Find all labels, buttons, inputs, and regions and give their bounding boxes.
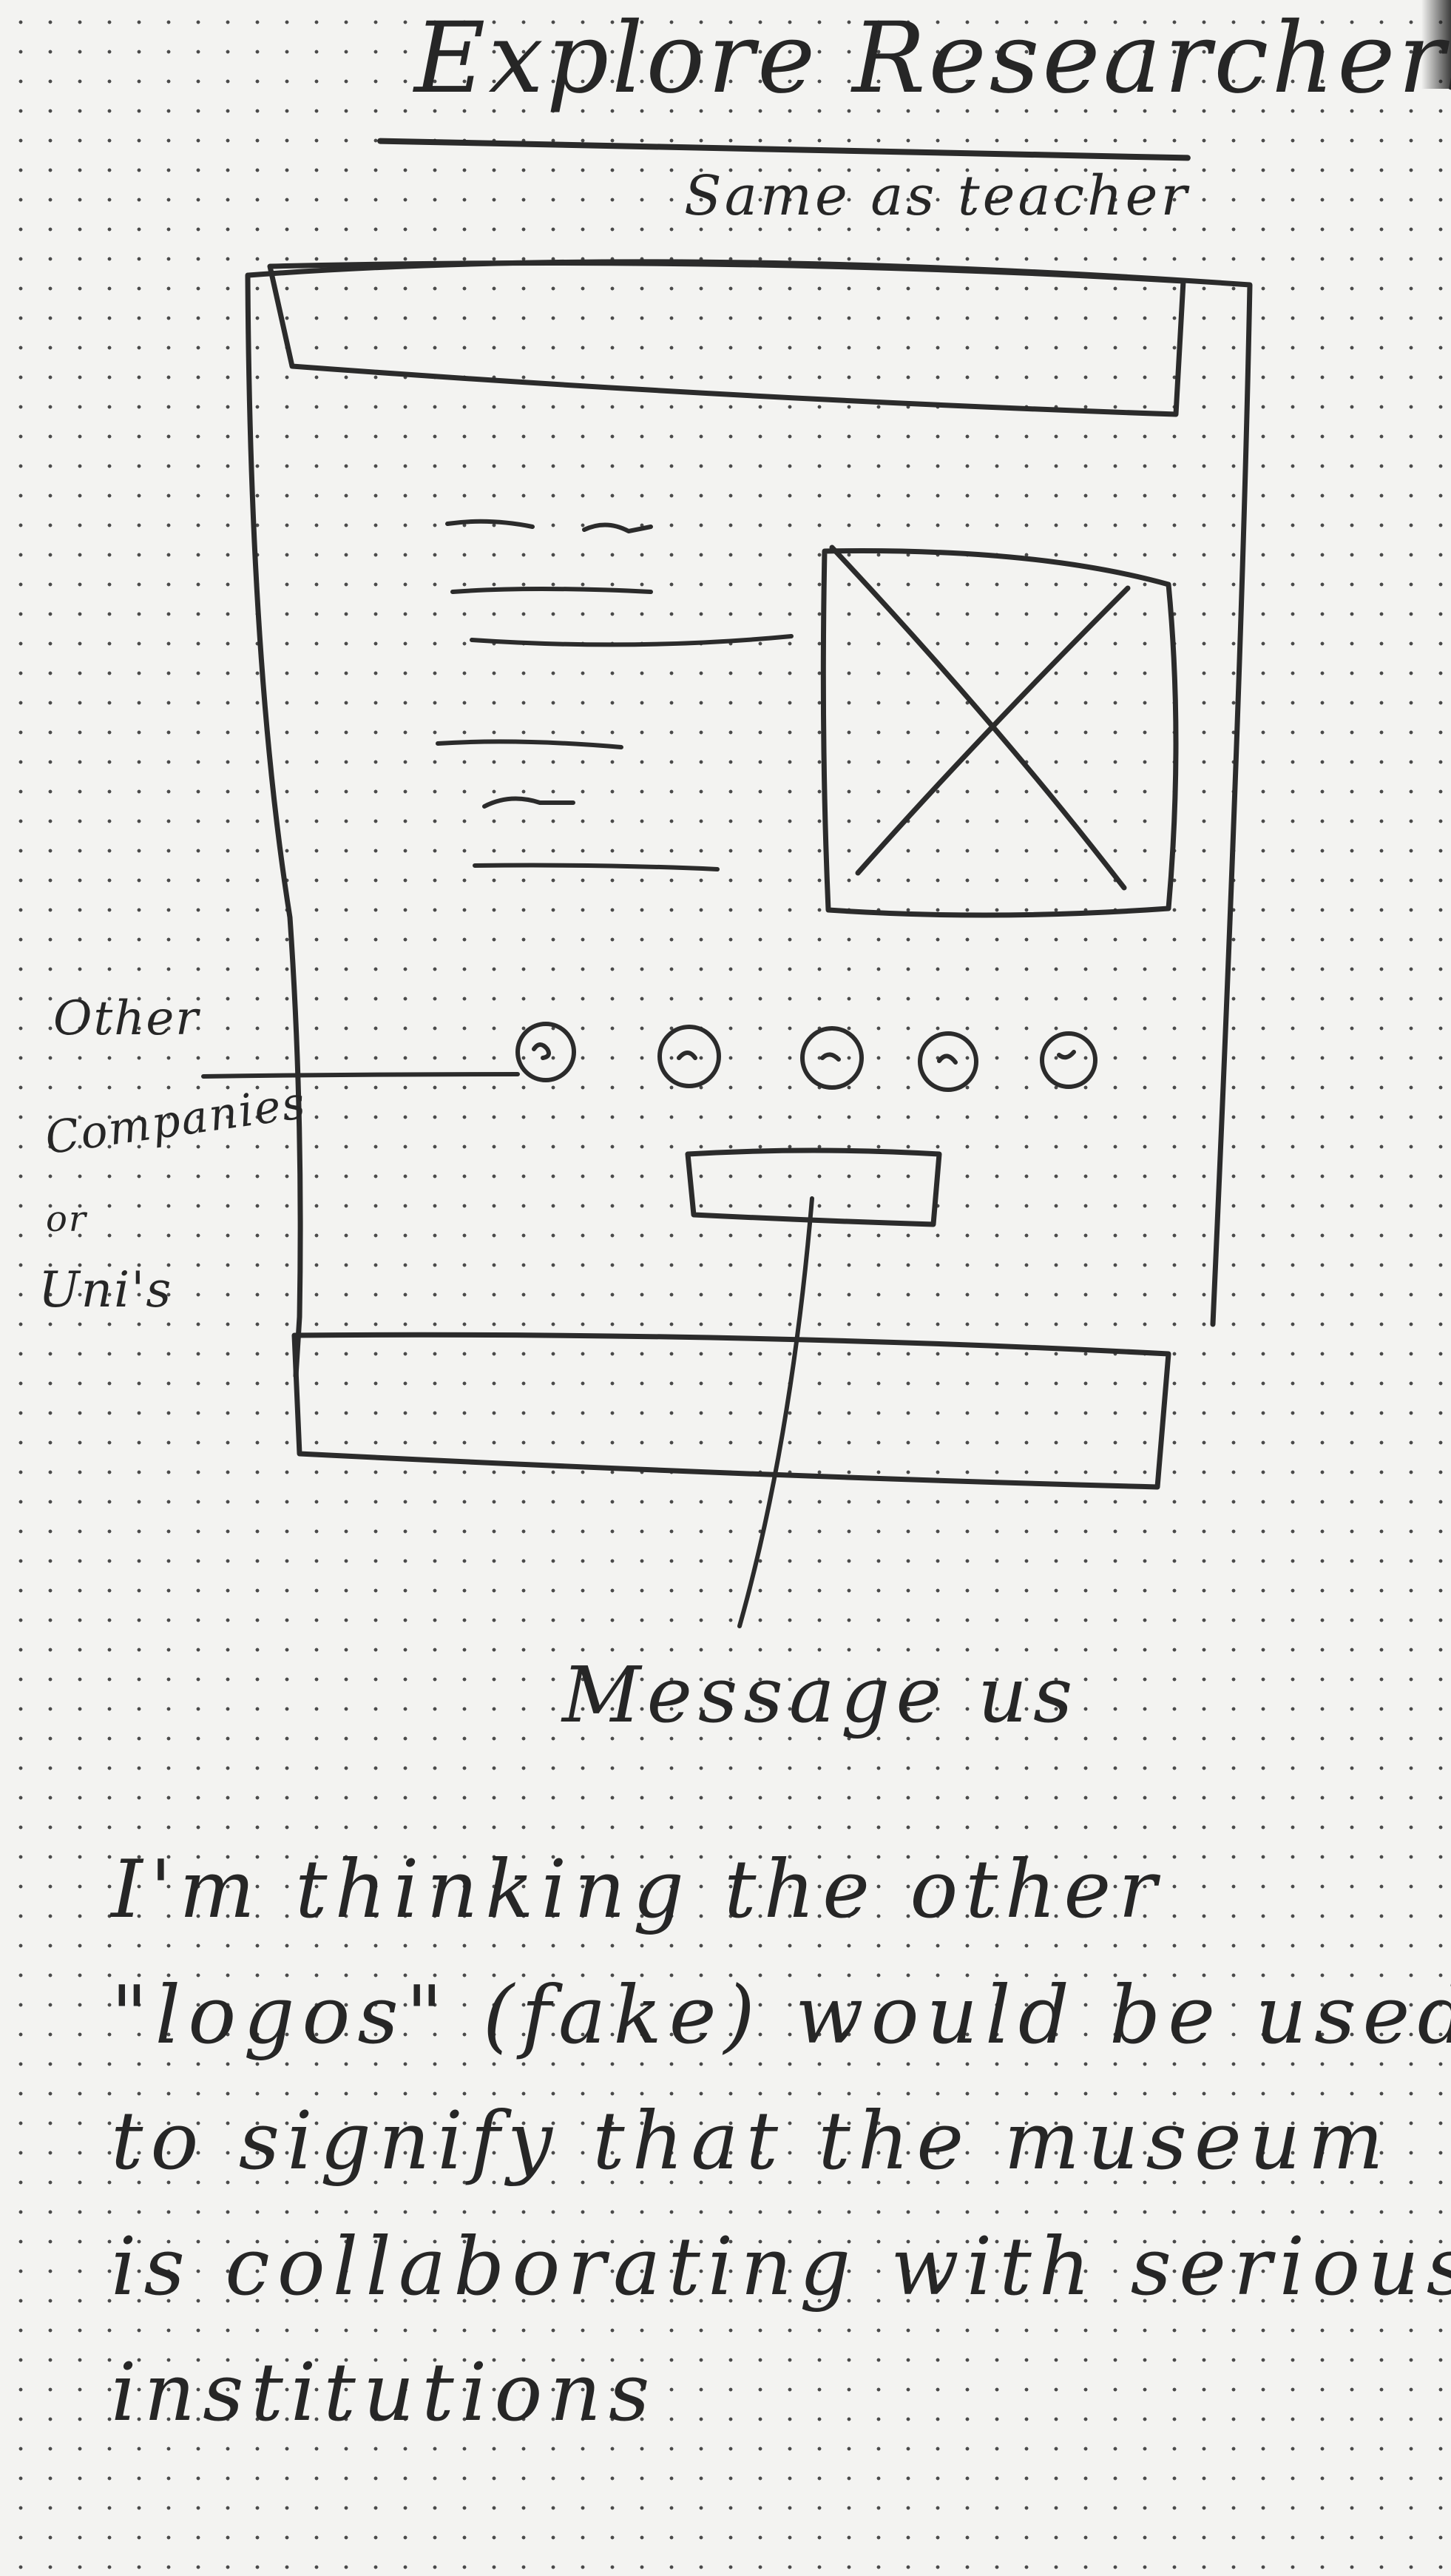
logo-circle <box>657 1025 721 1088</box>
note-line: is collaborating with serious <box>111 2221 1451 2313</box>
message-us-annotation: Message us <box>562 1650 1079 1740</box>
image-placeholder <box>820 544 1179 918</box>
wireframe-header <box>267 260 1186 417</box>
wireframe-footer <box>291 1332 1171 1490</box>
annotation-line: or <box>46 1198 87 1240</box>
logos-pointer-line <box>201 1072 520 1079</box>
wireframe-frame <box>245 259 1253 1379</box>
page-title: Explore Researchers <box>414 1 1451 115</box>
logo-circle <box>515 1022 576 1082</box>
text-line <box>436 739 623 749</box>
handwritten-note: I'm thinking the other "logos" (fake) wo… <box>111 1827 1451 2456</box>
text-line <box>482 796 575 809</box>
logo-circle <box>800 1026 864 1090</box>
page-edge-shadow <box>1421 0 1451 89</box>
note-line: to signify that the museum <box>111 2095 1391 2188</box>
annotation-line: Other <box>53 991 200 1046</box>
note-line: I'm thinking the other <box>111 1844 1164 1936</box>
logo-row <box>515 1022 1097 1092</box>
text-line <box>450 587 653 594</box>
text-line <box>473 863 720 871</box>
page-subtitle: Same as teacher <box>684 164 1190 228</box>
wireframe-text-lines <box>436 519 794 871</box>
note-line: "logos" (fake) would be used <box>111 1969 1451 2062</box>
text-line <box>470 634 794 647</box>
logo-circle <box>918 1031 978 1092</box>
message-button <box>685 1147 942 1227</box>
x-cross-placeholder-icon <box>829 544 1131 891</box>
logo-circle <box>1040 1031 1097 1089</box>
note-line: institutions <box>111 2347 657 2439</box>
text-line <box>445 519 653 533</box>
message-pointer-line <box>737 1196 814 1628</box>
annotation-line: Uni's <box>38 1261 173 1318</box>
